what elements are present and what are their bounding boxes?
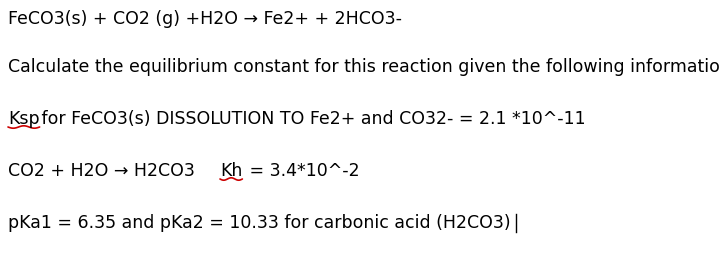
Text: FeCO3(s) + CO2 (g) +H2O → Fe2+ + 2HCO3-: FeCO3(s) + CO2 (g) +H2O → Fe2+ + 2HCO3-	[8, 10, 402, 28]
Text: pKa1 = 6.35 and pKa2 = 10.33 for carbonic acid (H2CO3): pKa1 = 6.35 and pKa2 = 10.33 for carboni…	[8, 214, 510, 232]
Text: for FeCO3(s) DISSOLUTION TO Fe2+ and CO32- = 2.1 *10^-11: for FeCO3(s) DISSOLUTION TO Fe2+ and CO3…	[36, 110, 585, 128]
Text: Ksp: Ksp	[8, 110, 40, 128]
Text: = 3.4*10^-2: = 3.4*10^-2	[244, 162, 359, 180]
Text: Calculate the equilibrium constant for this reaction given the following informa: Calculate the equilibrium constant for t…	[8, 58, 720, 76]
Text: CO2 + H2O → H2CO3: CO2 + H2O → H2CO3	[8, 162, 195, 180]
Text: Kh: Kh	[220, 162, 243, 180]
